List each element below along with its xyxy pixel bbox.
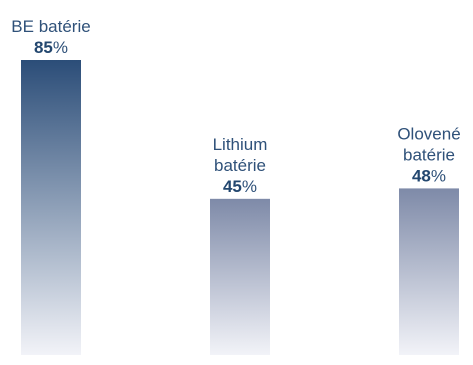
value-label-2: 48% bbox=[412, 166, 446, 185]
category-label-1-0: Lithium bbox=[213, 135, 268, 154]
bar-0 bbox=[21, 60, 81, 355]
bar-1 bbox=[210, 198, 270, 355]
bar-2 bbox=[399, 188, 459, 355]
value-label-1: 45% bbox=[223, 177, 257, 196]
value-label-0: 85% bbox=[34, 38, 68, 57]
labels-layer: BE batérie 85% Lithium batérie 45% Olovené bat… bbox=[11, 17, 460, 196]
category-label-1-1: batérie bbox=[214, 156, 266, 175]
category-label-2-1: batérie bbox=[403, 145, 455, 164]
category-label-0-0: BE batérie bbox=[11, 17, 90, 36]
category-label-2-0: Olovené bbox=[397, 124, 460, 143]
bars-layer bbox=[21, 60, 459, 355]
